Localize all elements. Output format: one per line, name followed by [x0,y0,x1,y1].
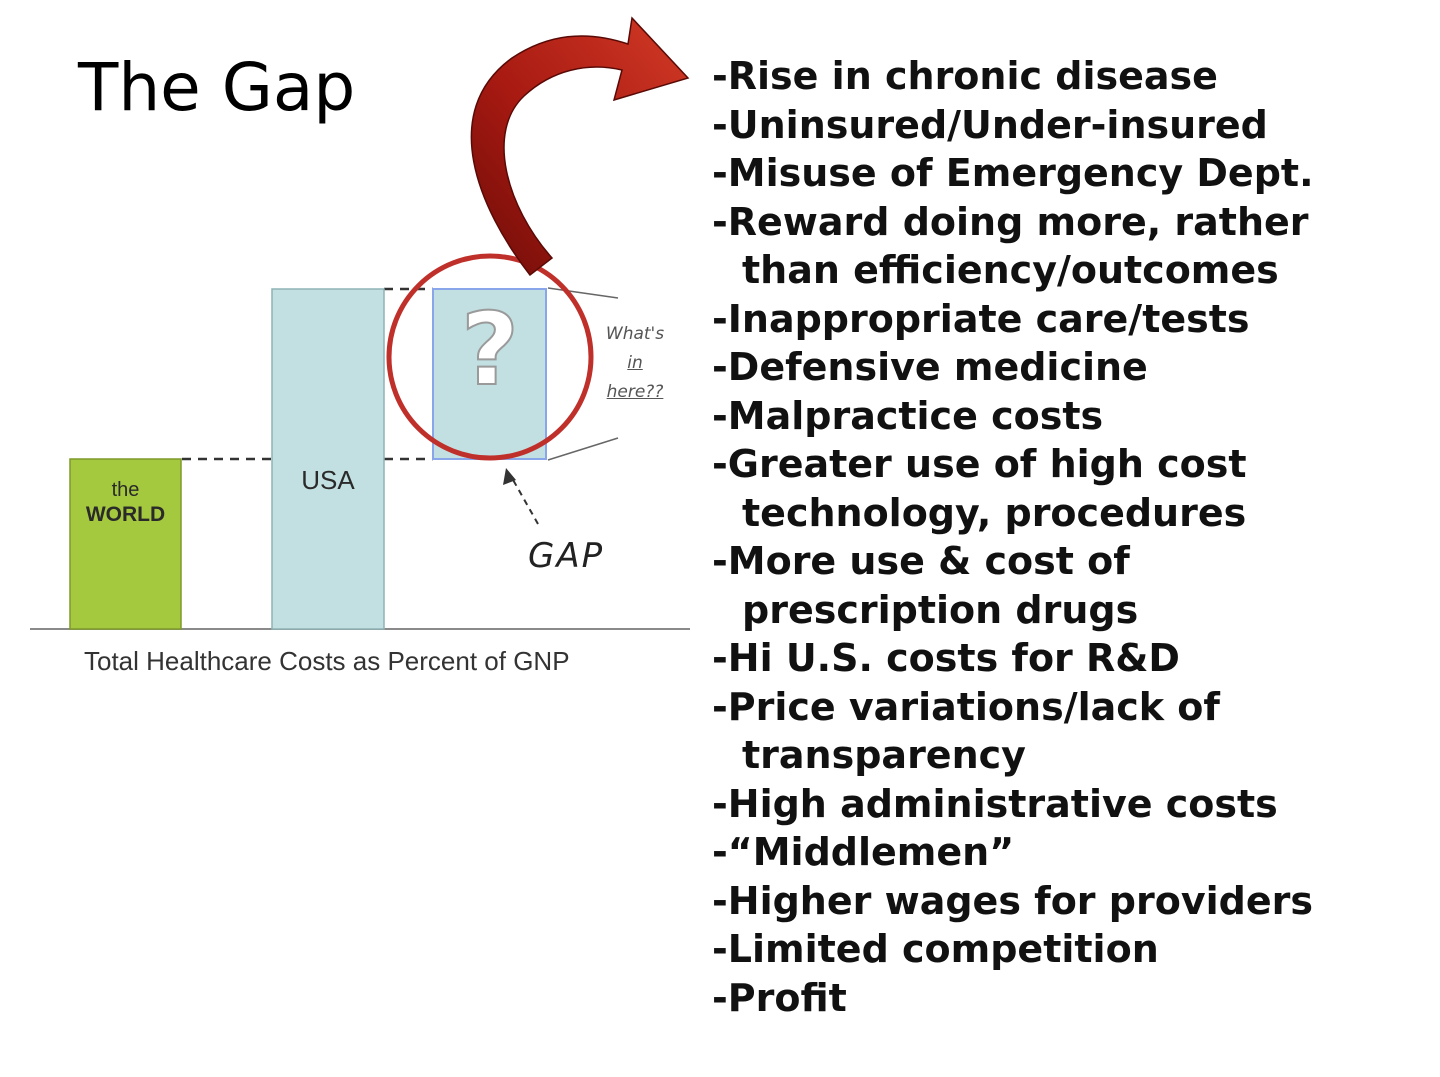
cause-item-text: -Reward doing more, rather [712,199,1309,244]
bar-usa [271,288,385,630]
annotation-bracket-top [547,287,619,299]
cause-item-text: -Profit [712,975,847,1020]
cause-item: -Inappropriate care/tests [712,295,1314,344]
annotation-line-2: in [627,352,643,373]
whats-in-here-annotation: What's in here?? [592,320,678,407]
cause-item-text: -Hi U.S. costs for R&D [712,636,1180,680]
chart-caption: Total Healthcare Costs as Percent of GNP [84,646,570,676]
cause-item: -Hi U.S. costs for R&D [712,634,1314,683]
bar-gap [432,288,547,460]
bar-label-the-world-line1: the [111,479,140,501]
slide-title: The Gap [78,49,356,126]
cause-item-text: -Misuse of Emergency Dept. [712,151,1314,195]
cause-item: -Defensive medicine [712,343,1314,392]
cause-item-continuation: technology, procedures [742,490,1247,535]
cause-item: -High administrative costs [712,780,1314,829]
cause-item: -More use & cost of prescription drugs [712,537,1314,634]
cause-item-text: -Greater use of high cost [712,442,1247,486]
bar-label-usa: USA [301,465,355,495]
cause-item-text: -Defensive medicine [712,345,1148,389]
cause-item: -“Middlemen” [712,828,1314,877]
cause-item-text: -Limited competition [712,927,1159,971]
cause-item: -Reward doing more, rather than efficienc… [712,198,1314,295]
cause-item: -Higher wages for providers [712,877,1314,926]
annotation-bracket-bottom [547,437,619,461]
bar-label-the-world-line2: WORLD [85,503,166,526]
cause-item: -Malpractice costs [712,392,1314,441]
cause-item-text: -Higher wages for providers [712,878,1313,923]
cause-item: -Greater use of high cost technology, pro… [712,440,1314,537]
cause-item: -Limited competition [712,925,1314,974]
cause-item-text: -“Middlemen” [712,830,1015,874]
curved-arrow-icon [470,16,690,277]
cause-item: -Price variations/lack of transparency [712,683,1314,780]
cause-item: -Misuse of Emergency Dept. [712,149,1314,198]
annotation-line-3: here?? [606,381,664,402]
cause-item: -Rise in chronic disease [712,52,1314,101]
cause-item-text: -Price variations/lack of [712,684,1220,729]
cause-item-continuation: transparency [742,733,1026,777]
cause-item: -Uninsured/Under-insured [712,101,1314,150]
cause-item-text: -High administrative costs [712,781,1278,826]
gap-highlight-circle [386,253,594,461]
cause-item: -Profit [712,974,1314,1023]
question-mark-icon: ? [460,291,520,408]
cause-item-text: -Malpractice costs [712,393,1104,438]
gap-causes-list: -Rise in chronic disease -Uninsured/Unde… [712,52,1314,1022]
cause-item-text: -Rise in chronic disease [712,54,1218,98]
bar-label-the-world: the WORLD [70,478,181,528]
gap-pointer-arrowhead [503,468,516,485]
cause-item-text: -Uninsured/Under-insured [712,102,1268,147]
annotation-line-1: What's [605,324,665,344]
bar-the-world [69,458,182,630]
gap-pointer-line [511,477,539,525]
cause-item-continuation: prescription drugs [742,587,1139,632]
cause-item-text: -More use & cost of [712,539,1130,583]
cause-item-text: -Inappropriate care/tests [712,296,1250,341]
gap-label: GAP [528,536,605,576]
cause-item-continuation: than efficiency/outcomes [742,248,1279,292]
